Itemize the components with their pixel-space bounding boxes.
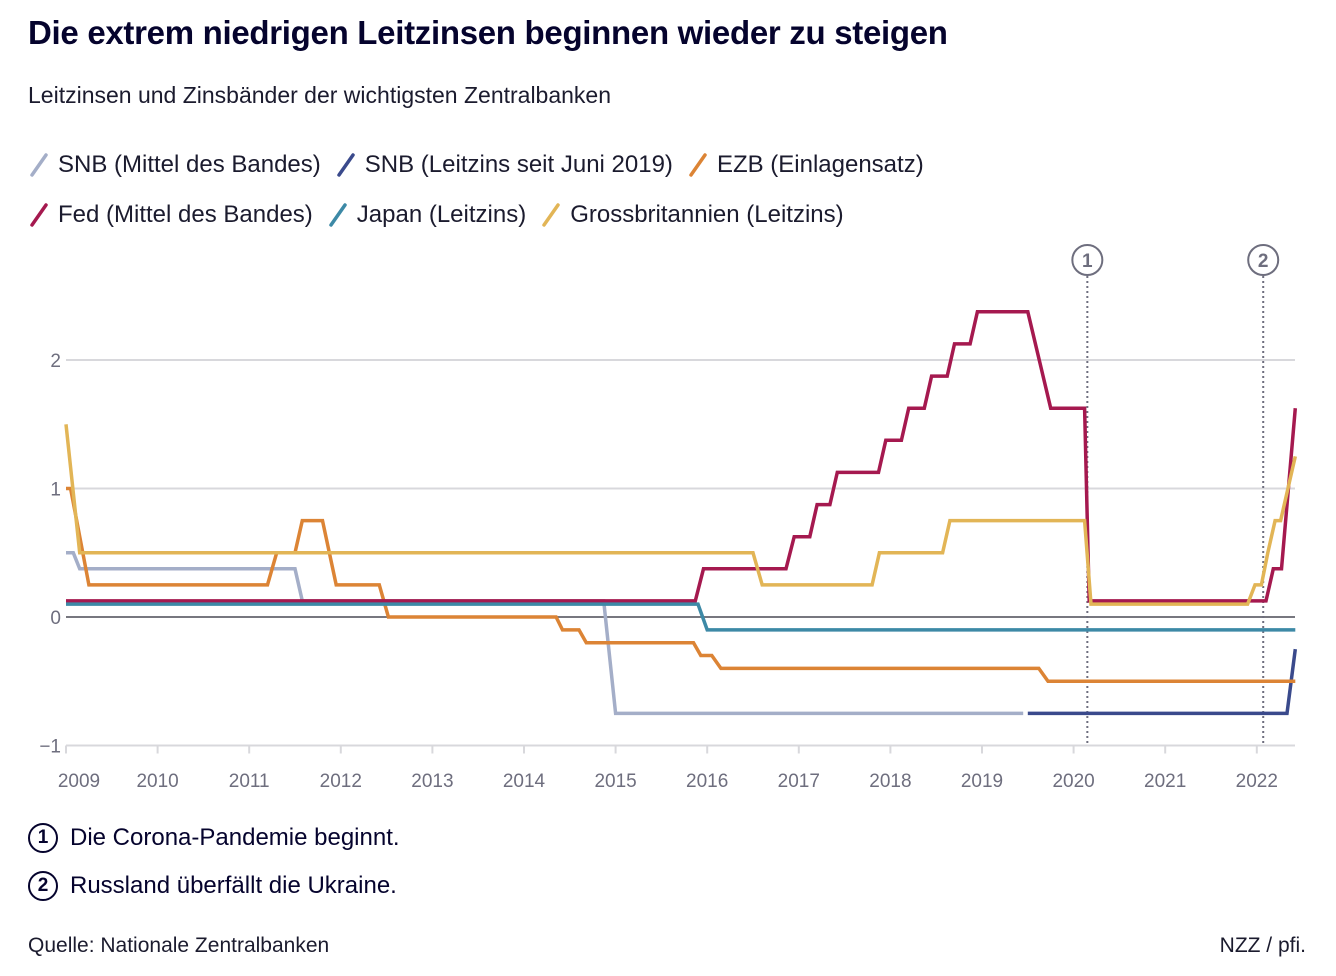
note-marker-2: 2 (28, 871, 58, 901)
x-tick-label: 2011 (229, 771, 270, 792)
legend-label: SNB (Mittel des Bandes) (58, 151, 321, 178)
x-tick-label: 2010 (136, 771, 178, 792)
legend-item-snb-band[interactable]: SNB (Mittel des Bandes) (28, 151, 321, 179)
x-tick-label: 2018 (869, 771, 911, 792)
annotation-marker-label: 1 (1082, 251, 1093, 272)
legend-item-ezb[interactable]: EZB (Einlagensatz) (687, 151, 924, 179)
legend-item-snb-leitzins[interactable]: SNB (Leitzins seit Juni 2019) (335, 151, 673, 179)
legend-item-japan[interactable]: Japan (Leitzins) (327, 201, 526, 229)
series-line-snb-mittel-des-bandes (66, 551, 1024, 716)
y-tick-label: −1 (39, 737, 61, 758)
note-item: 2 Russland überfällt die Ukraine. (28, 862, 400, 910)
legend-item-fed[interactable]: Fed (Mittel des Bandes) (28, 201, 313, 229)
legend-row: Fed (Mittel des Bandes) Japan (Leitzins)… (28, 190, 1228, 240)
line-swatch-icon (542, 203, 560, 227)
line-swatch-icon (337, 153, 355, 177)
chart-subtitle: Leitzinsen und Zinsbänder der wichtigste… (28, 82, 612, 108)
legend-label: SNB (Leitzins seit Juni 2019) (364, 151, 673, 178)
y-tick-label: 1 (50, 480, 61, 501)
axes: −1 0 1 2 2009 2010 2011 2012 2013 2014 2015 2016 201… (39, 351, 1278, 792)
x-tick-label: 2016 (686, 771, 728, 792)
x-tick-label: 2020 (1052, 771, 1094, 792)
series-line-fed-mittel-des-bandes (66, 310, 1298, 603)
credit-note: NZZ / pfi. (1219, 934, 1306, 957)
legend-label: Grossbritannien (Leitzins) (570, 201, 844, 228)
note-text: Die Corona-Pandemie beginnt. (70, 824, 400, 851)
source-note: Quelle: Nationale Zentralbanken (28, 934, 330, 957)
legend-item-uk[interactable]: Grossbritannien (Leitzins) (540, 201, 844, 229)
annotation-circle (1071, 244, 1104, 276)
legend: SNB (Mittel des Bandes) SNB (Leitzins se… (28, 140, 1228, 240)
x-tick-label: 2021 (1144, 771, 1186, 792)
series-line-japan-leitzins (66, 602, 1296, 632)
chart-title: Die extrem niedrigen Leitzinsen beginnen… (28, 14, 948, 51)
note-item: 1 Die Corona-Pandemie beginnt. (28, 814, 400, 862)
x-tick-label: 2009 (58, 771, 100, 792)
x-tick-label: 2012 (320, 771, 362, 792)
series-line-ezb-einlagensatz (66, 486, 1296, 684)
line-swatch-icon (30, 203, 48, 227)
x-tick-label: 2017 (778, 771, 820, 792)
annotation-marker-label: 2 (1258, 251, 1269, 272)
legend-label: Japan (Leitzins) (356, 201, 527, 228)
y-tick-label: 2 (50, 351, 61, 372)
x-tick-label: 2013 (411, 771, 453, 792)
line-swatch-icon (329, 203, 347, 227)
legend-label: EZB (Einlagensatz) (716, 151, 924, 178)
x-tick-label: 2015 (594, 771, 636, 792)
legend-label: Fed (Mittel des Bandes) (58, 201, 313, 228)
y-tick-label: 0 (50, 608, 61, 629)
line-swatch-icon (689, 153, 707, 177)
x-tick-label: 2022 (1236, 771, 1278, 792)
annotation-circle (1247, 244, 1280, 276)
series-line-grossbritannien-leitzins (64, 424, 1298, 606)
series-line-snb-leitzins-seit-juni-2019 (1027, 648, 1298, 716)
annotation-notes: 1 Die Corona-Pandemie beginnt. 2 Russlan… (28, 814, 400, 910)
note-text: Russland überfällt die Ukraine. (70, 872, 397, 899)
x-tick-label: 2014 (503, 771, 546, 792)
x-tick-label: 2019 (961, 771, 1003, 792)
legend-row: SNB (Mittel des Bandes) SNB (Leitzins se… (28, 140, 1228, 190)
series-lines (64, 310, 1298, 716)
note-marker-1: 1 (28, 823, 58, 853)
line-swatch-icon (30, 153, 48, 177)
gridlines (66, 359, 1295, 747)
